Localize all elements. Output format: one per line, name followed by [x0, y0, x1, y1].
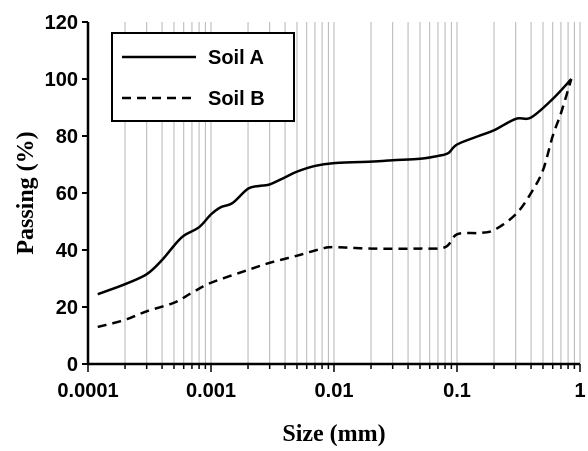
y-axis-title: Passing (%) — [13, 131, 39, 254]
y-tick-label: 60 — [56, 183, 78, 205]
x-tick-label: 0.1 — [443, 380, 471, 402]
y-tick-label: 100 — [45, 69, 78, 91]
legend-label-soil-b: Soil B — [208, 88, 265, 110]
legend-label-soil-a: Soil A — [208, 47, 264, 69]
x-tick-label: 1 — [574, 380, 585, 402]
x-tick-label: 0.0001 — [57, 380, 118, 402]
x-axis-title: Size (mm) — [282, 421, 385, 447]
y-tick-label: 0 — [67, 354, 78, 376]
legend: Soil A Soil B — [112, 33, 294, 121]
x-tick-label: 0.01 — [315, 380, 354, 402]
y-tick-label: 40 — [56, 240, 78, 262]
legend-box — [112, 33, 294, 121]
y-tick-label: 80 — [56, 126, 78, 148]
y-tick-label: 120 — [45, 12, 78, 34]
x-tick-label: 0.001 — [186, 380, 236, 402]
y-tick-label: 20 — [56, 297, 78, 319]
